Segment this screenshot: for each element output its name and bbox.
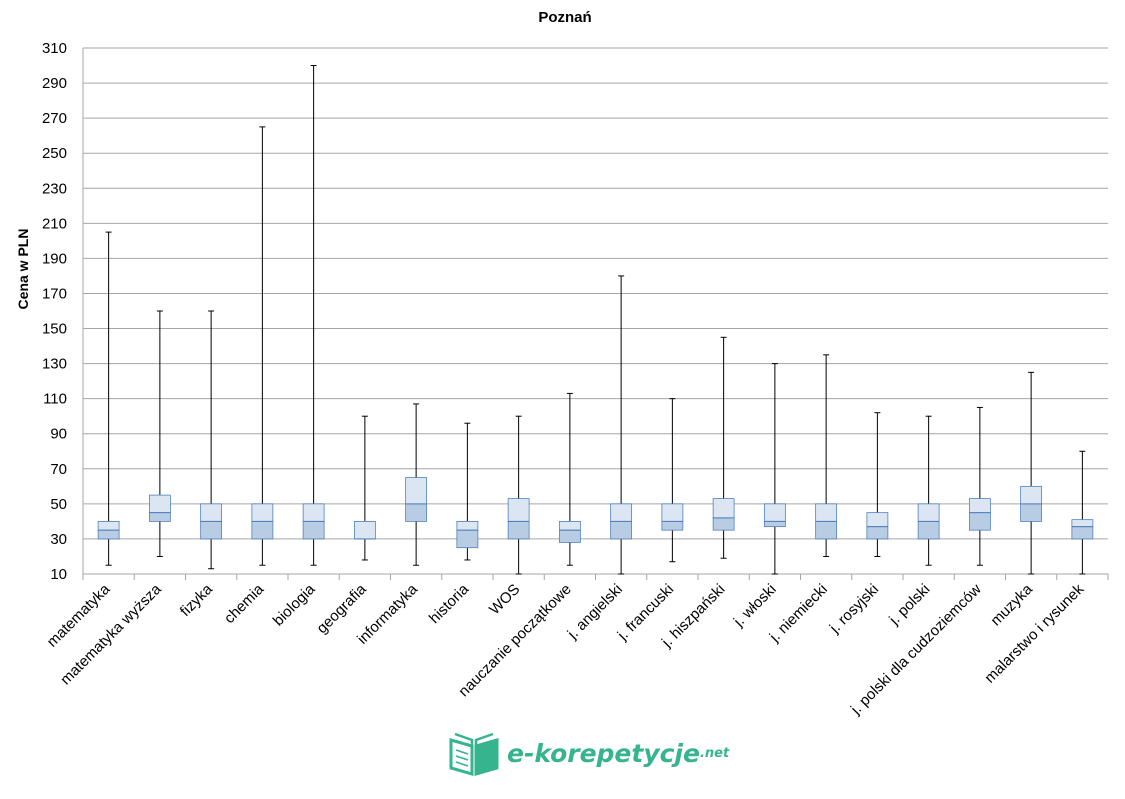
y-tick-label: 170 (42, 285, 67, 302)
box-upper-half (507, 498, 530, 522)
box-upper-half (558, 521, 581, 531)
y-tick-label: 50 (50, 496, 67, 513)
x-tick-label: fizyka (177, 580, 217, 620)
boxes-layer (97, 65, 1094, 575)
box-upper-half (661, 503, 684, 522)
brand-logo[interactable]: e-korepetycje .net (447, 730, 729, 776)
y-tick-label: 230 (42, 180, 67, 197)
y-tick-label: 10 (50, 566, 67, 583)
box-plot-chart: Poznań Cena w PLN 10 30 50 70 90 110 130 150 170… (15, 9, 1109, 719)
box-19 (1020, 371, 1043, 575)
box-13 (712, 336, 735, 559)
x-tick-label: j. włoski (730, 581, 780, 631)
box-lower-half (661, 521, 684, 531)
box-3 (200, 310, 223, 570)
box-lower-half (1071, 526, 1094, 540)
box-2 (148, 310, 171, 557)
x-tick-label: j. rosyjski (826, 581, 882, 637)
box-lower-half (148, 512, 171, 522)
box-12 (661, 398, 684, 563)
x-tick-label: biologia (270, 580, 319, 629)
box-7 (405, 403, 428, 566)
box-upper-half (917, 503, 940, 522)
box-8 (456, 422, 479, 561)
box-18 (968, 406, 991, 566)
box-upper-half (97, 521, 120, 531)
y-tick-label: 30 (50, 531, 67, 548)
open-book-icon (449, 732, 499, 776)
x-tick-label: historia (426, 580, 473, 627)
box-lower-half (815, 521, 838, 540)
box-11 (610, 275, 633, 575)
box-15 (815, 354, 838, 557)
y-tick-label: 70 (50, 461, 67, 478)
y-tick-label: 210 (42, 215, 67, 232)
y-tick-label: 310 (42, 40, 67, 57)
box-14 (763, 363, 786, 575)
box-upper-half (866, 512, 889, 528)
box-lower-half (763, 521, 786, 528)
box-upper-half (200, 503, 223, 522)
y-tick-label: 130 (42, 356, 67, 373)
box-upper-half (1071, 519, 1094, 528)
box-lower-half (200, 521, 223, 540)
x-tick-label: matematyka wyższa (57, 580, 165, 688)
box-upper-half (302, 503, 325, 522)
box-17 (917, 415, 940, 566)
box-lower-half (251, 521, 274, 540)
box-lower-half (1020, 503, 1043, 522)
y-tick-label: 250 (42, 145, 67, 162)
logo-wordmark: e-korepetycje (507, 738, 700, 768)
box-lower-half (712, 517, 735, 531)
box-upper-half (763, 503, 786, 522)
box-upper-half (968, 498, 991, 514)
box-lower-half (917, 521, 940, 540)
x-tick-label: chemia (221, 580, 268, 627)
y-tick-label: 150 (42, 321, 67, 338)
box-6 (353, 415, 376, 561)
box-lower-half (558, 529, 581, 543)
box-upper-half (712, 498, 735, 519)
x-tick-label: muzyka (987, 580, 1036, 629)
box-lower-half (405, 503, 428, 522)
box-upper-half (353, 521, 376, 540)
chart-title: Poznań (538, 9, 591, 26)
box-lower-half (456, 529, 479, 549)
y-tick-labels: 10 30 50 70 90 110 130 150 170 190 210 230 250 270 290… (42, 40, 67, 583)
y-tick-label: 190 (42, 250, 67, 267)
box-lower-half (302, 521, 325, 540)
box-upper-half (610, 503, 633, 522)
y-tick-label: 90 (50, 426, 67, 443)
box-upper-half (251, 503, 274, 522)
box-10 (558, 392, 581, 566)
y-axis-label: Cena w PLN (15, 229, 31, 310)
box-4 (251, 126, 274, 566)
grid-layer (82, 47, 1109, 580)
box-upper-half (1020, 485, 1043, 505)
box-lower-half (97, 529, 120, 540)
logo-tld: .net (699, 745, 730, 761)
box-9 (507, 415, 530, 575)
box-lower-half (866, 526, 889, 540)
box-upper-half (815, 503, 838, 522)
box-lower-half (968, 512, 991, 531)
box-lower-half (507, 521, 530, 540)
box-16 (866, 412, 889, 557)
y-tick-label: 290 (42, 75, 67, 92)
box-5 (302, 65, 325, 566)
box-upper-half (405, 477, 428, 505)
box-1 (97, 231, 120, 566)
x-tick-label: malarstwo i rysunek (981, 580, 1087, 686)
box-lower-half (610, 521, 633, 540)
y-tick-label: 270 (42, 110, 67, 127)
y-tick-label: 110 (43, 391, 67, 408)
x-tick-label: j. polski (885, 581, 933, 629)
x-tick-label: WOS (486, 581, 523, 618)
box-upper-half (456, 521, 479, 531)
box-20 (1071, 450, 1094, 575)
box-upper-half (148, 494, 171, 514)
